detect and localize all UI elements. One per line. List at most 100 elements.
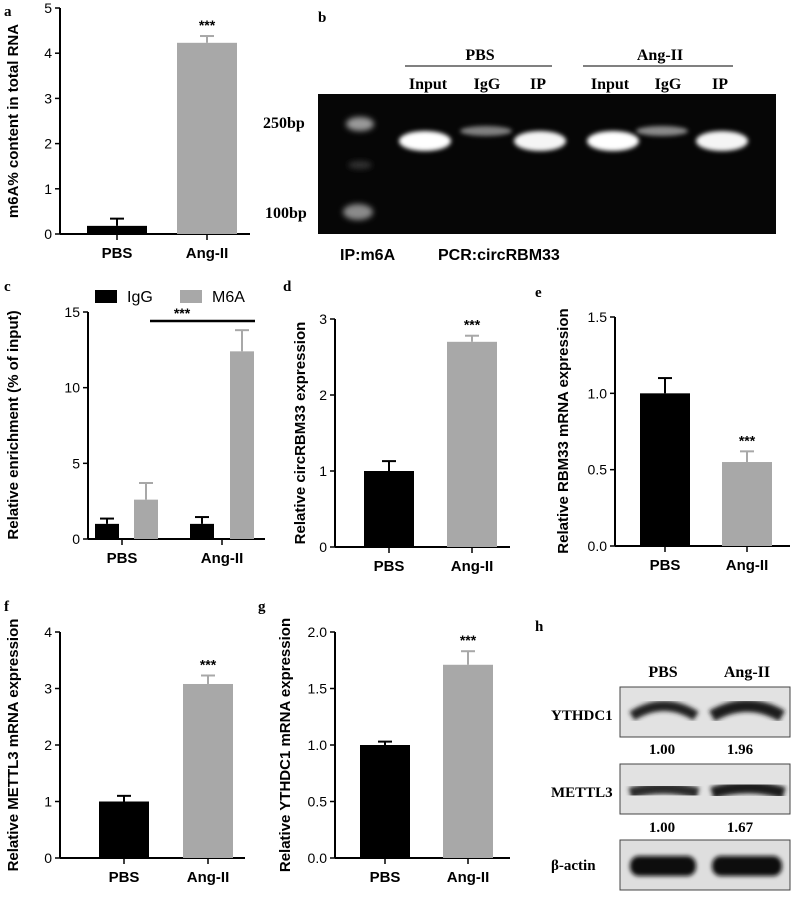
y-axis-title: Relative enrichment (% of input): [5, 310, 22, 539]
x-tick-label: Ang-II: [186, 245, 229, 262]
x-tick-label: PBS: [374, 558, 405, 575]
y-tick-label: 10: [64, 380, 80, 396]
x-tick-label: PBS: [107, 550, 138, 567]
panel-letter-c: c: [4, 279, 11, 295]
y-tick-label: 3: [44, 681, 52, 697]
marker-label-100bp: 100bp: [265, 205, 307, 222]
y-tick-label: 0: [44, 226, 52, 242]
significance-label: ***: [199, 17, 216, 33]
ladder-band-250: [346, 117, 374, 131]
x-tick-label: PBS: [102, 245, 133, 262]
y-tick-label: 1.0: [308, 737, 328, 753]
significance-label: ***: [200, 657, 217, 673]
gel-group-label-pbs: PBS: [465, 47, 494, 64]
chart-panel-a: 0 1 2 3 4 5 m6A% content in total RNA PBS Ang-II…: [5, 0, 250, 262]
wb-value: 1.67: [727, 820, 754, 836]
y-axis-title: Relative circRBM33 expression: [292, 322, 309, 545]
y-axis-title: Relative YTHDC1 mRNA expression: [277, 618, 294, 872]
panel-letter-d: d: [283, 279, 292, 295]
x-tick-label: Ang-II: [187, 869, 230, 886]
wb-band-mettl3-pbs: [628, 783, 700, 799]
gel-band: [460, 126, 512, 136]
y-tick-label: 5: [72, 455, 80, 471]
bar-pbs: [640, 393, 690, 546]
gel-image: [318, 94, 776, 234]
bar-pbs: [364, 471, 414, 547]
y-tick-label: 1.0: [588, 385, 608, 401]
wb-row-label-mettl3: METTL3: [551, 785, 613, 801]
gel-lane-label: IP: [530, 76, 546, 93]
chart-panel-g: 0.0 0.5 1.0 1.5 2.0 Relative YTHDC1 mRNA expr…: [277, 618, 510, 886]
significance-label: ***: [739, 432, 756, 448]
legend-swatch-igg: [95, 290, 117, 303]
gel-panel: PBS Ang-II Input IgG IP Input IgG IP 250…: [263, 47, 776, 264]
bar-m6a-pbs: [134, 499, 158, 539]
gel-lane-label: Input: [409, 76, 448, 93]
y-tick-label: 4: [44, 45, 52, 61]
panel-letter-h: h: [535, 619, 544, 635]
gel-band: [696, 131, 748, 151]
legend-swatch-m6a: [180, 290, 202, 303]
ladder-band-faint: [348, 161, 372, 169]
bar-m6a-ang-ii: [230, 351, 254, 539]
gel-bands: [399, 126, 748, 151]
wb-band-ythdc1-pbs: [629, 701, 699, 721]
wb-value: 1.00: [649, 742, 675, 758]
bar-igg-ang-ii: [190, 523, 214, 539]
bar-pbs: [360, 745, 410, 858]
wb-value: 1.96: [727, 742, 754, 758]
panel-letter-g: g: [258, 599, 266, 615]
y-tick-label: 3: [319, 311, 327, 327]
y-tick-label: 1.5: [308, 681, 328, 697]
gel-lane-label: IgG: [474, 76, 501, 93]
x-tick-label: Ang-II: [201, 550, 244, 567]
y-axis-title: Relative RBM33 mRNA expression: [555, 308, 572, 553]
y-tick-label: 2: [319, 387, 327, 403]
y-tick-label: 1: [44, 794, 52, 810]
y-tick-label: 2: [44, 136, 52, 152]
gel-band: [514, 131, 566, 151]
panel-letter-a: a: [4, 4, 12, 20]
bar-ang-ii: [722, 462, 772, 546]
gel-band: [636, 126, 688, 136]
wb-value: 1.00: [649, 820, 675, 836]
gel-footer-ip: IP:m6A: [340, 247, 396, 264]
wb-band-mettl3-angii: [710, 781, 786, 799]
gel-footer-pcr: PCR:circRBM33: [438, 247, 560, 264]
legend-label-igg: IgG: [127, 289, 153, 306]
y-tick-label: 2.0: [308, 624, 328, 640]
y-tick-label: 0.5: [308, 794, 328, 810]
panel-letter-e: e: [535, 285, 542, 301]
marker-label-250bp: 250bp: [263, 115, 305, 132]
panel-letter-b: b: [318, 10, 326, 26]
western-blot-panel: PBS Ang-II YTHDC1 1.00 1.96 METTL3 1.00 …: [551, 664, 791, 891]
y-tick-label: 0.0: [308, 850, 328, 866]
y-tick-label: 1: [319, 463, 327, 479]
y-tick-label: 0: [44, 850, 52, 866]
wb-band-actin-pbs: [630, 856, 696, 876]
chart-panel-f: 0 1 2 3 4 Relative METTL3 mRNA expression PBS A…: [5, 619, 245, 886]
y-tick-label: 5: [44, 0, 52, 16]
significance-label: ***: [460, 632, 477, 648]
wb-band-actin-angii: [712, 856, 782, 876]
y-tick-label: 1: [44, 181, 52, 197]
chart-panel-e: 0.0 0.5 1.0 1.5 Relative RBM33 mRNA expressi…: [555, 308, 790, 574]
chart-panel-c: 0 5 10 15 Relative enrichment (% of input) PB…: [5, 289, 265, 567]
significance-label: ***: [464, 317, 481, 333]
x-tick-label: PBS: [370, 869, 401, 886]
wb-column-label-angii: Ang-II: [724, 664, 770, 681]
bar-pbs: [87, 225, 147, 234]
y-tick-label: 15: [64, 304, 80, 320]
y-tick-label: 0: [72, 531, 80, 547]
gel-lane-label: IgG: [655, 76, 682, 93]
x-tick-label: Ang-II: [726, 557, 769, 574]
bar-ang-ii: [183, 683, 233, 858]
gel-lane-label: IP: [712, 76, 728, 93]
panel-letter-f: f: [4, 599, 10, 615]
y-tick-label: 4: [44, 624, 52, 640]
x-tick-label: PBS: [109, 869, 140, 886]
x-tick-label: Ang-II: [447, 869, 490, 886]
y-tick-label: 0: [319, 539, 327, 555]
wb-band-ythdc1-angii: [709, 700, 785, 722]
